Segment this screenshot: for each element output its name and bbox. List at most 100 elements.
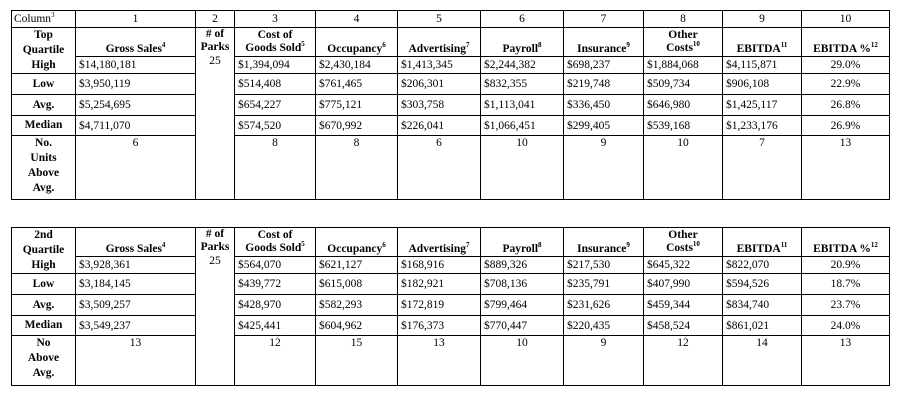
cell-cogs: $564,070 (235, 256, 316, 273)
cell-payroll: $832,355 (481, 74, 564, 95)
parks-column: # of Parks 25 (196, 28, 235, 200)
parks-count: 25 (196, 54, 234, 68)
cell-other-costs: $509,734 (644, 74, 723, 95)
insurance-header: Insurance9 (564, 28, 644, 57)
cell-ebitda-pct: 20.9% (802, 256, 890, 273)
cell-payroll: 10 (481, 136, 564, 200)
parks-count: 25 (196, 254, 234, 268)
other-costs-header: Other Costs10 (644, 28, 723, 57)
cell-ebitda: $861,021 (723, 316, 802, 336)
column-number: 1 (76, 11, 196, 28)
cell-occupancy: 15 (316, 336, 398, 386)
ebitda-header: EBITDA11 (723, 28, 802, 57)
cell-ebitda-pct: 18.7% (802, 274, 890, 295)
cell-payroll: 10 (481, 336, 564, 386)
cell-other-costs: $458,524 (644, 316, 723, 336)
table-row: Median $4,711,070 $574,520 $670,992 $226… (12, 116, 890, 136)
cell-ebitda-pct: 26.9% (802, 116, 890, 136)
cell-cogs: $514,408 (235, 74, 316, 95)
cell-gross-sales: 6 (76, 136, 196, 200)
cell-gross-sales: $5,254,695 (76, 95, 196, 116)
cell-occupancy: $615,008 (316, 274, 398, 295)
cell-ebitda-pct: 22.9% (802, 74, 890, 95)
cell-cogs: $1,394,094 (235, 56, 316, 73)
row-label: Median (12, 116, 76, 136)
cell-other-costs: $646,980 (644, 95, 723, 116)
cell-ebitda: 7 (723, 136, 802, 200)
column-number: 5 (398, 11, 481, 28)
payroll-header: Payroll8 (481, 228, 564, 257)
cell-payroll: $889,326 (481, 256, 564, 273)
cell-cogs: $439,772 (235, 274, 316, 295)
cell-advertising: $206,301 (398, 74, 481, 95)
cell-occupancy: $761,465 (316, 74, 398, 95)
cell-other-costs: $1,884,068 (644, 56, 723, 73)
cell-cogs: $654,227 (235, 95, 316, 116)
payroll-header: Payroll8 (481, 28, 564, 57)
row-label: Low (12, 74, 76, 95)
cell-other-costs: $459,344 (644, 295, 723, 316)
cell-ebitda-pct: 26.8% (802, 95, 890, 116)
cogs-header: Cost of Goods Sold5 (235, 228, 316, 257)
units-above-avg-row: No. Units Above Avg. 6 8 8 6 10 9 10 7 1… (12, 136, 890, 200)
cell-occupancy: $670,992 (316, 116, 398, 136)
header-row: Top Quartile High Gross Sales4 # of Park… (12, 28, 890, 57)
row-label: Median (12, 316, 76, 336)
cell-occupancy: $604,962 (316, 316, 398, 336)
cell-ebitda: 14 (723, 336, 802, 386)
cell-advertising: $226,041 (398, 116, 481, 136)
cell-ebitda: $906,108 (723, 74, 802, 95)
cell-ebitda-pct: 29.0% (802, 56, 890, 73)
cell-insurance: $299,405 (564, 116, 644, 136)
column-number: 8 (644, 11, 723, 28)
cell-advertising: 6 (398, 136, 481, 200)
ebitda-header: EBITDA11 (723, 228, 802, 257)
cell-gross-sales: $4,711,070 (76, 116, 196, 136)
cell-ebitda: $1,233,176 (723, 116, 802, 136)
top-quartile-table: Column3 1 2 3 4 5 6 7 8 9 10 Top Quartil… (11, 10, 890, 200)
advertising-header: Advertising7 (398, 228, 481, 257)
cell-advertising: $172,819 (398, 295, 481, 316)
cell-cogs: 12 (235, 336, 316, 386)
cell-ebitda-pct: 23.7% (802, 295, 890, 316)
cell-ebitda: $822,070 (723, 256, 802, 273)
cell-other-costs: $539,168 (644, 116, 723, 136)
cell-gross-sales: $3,549,237 (76, 316, 196, 336)
column-label-cell: Column3 (12, 11, 76, 28)
table-row: Low $3,184,145 $439,772 $615,008 $182,92… (12, 274, 890, 295)
table-row: $3,928,361 $564,070 $621,127 $168,916 $8… (12, 256, 890, 273)
column-number: 3 (235, 11, 316, 28)
row-label: Avg. (12, 295, 76, 316)
cell-occupancy: $2,430,184 (316, 56, 398, 73)
cell-insurance: $217,530 (564, 256, 644, 273)
cell-cogs: 8 (235, 136, 316, 200)
cell-occupancy: $621,127 (316, 256, 398, 273)
cell-other-costs: 10 (644, 136, 723, 200)
units-above-avg-row: No Above Avg. 13 12 15 13 10 9 12 14 13 (12, 336, 890, 386)
cell-insurance: $220,435 (564, 316, 644, 336)
cell-advertising: $168,916 (398, 256, 481, 273)
cell-gross-sales: $3,509,257 (76, 295, 196, 316)
cell-gross-sales: $3,950,119 (76, 74, 196, 95)
cell-payroll: $708,136 (481, 274, 564, 295)
cell-occupancy: $582,293 (316, 295, 398, 316)
cell-advertising: 13 (398, 336, 481, 386)
gross-sales-header: Gross Sales4 (76, 228, 196, 257)
ebitda-pct-header: EBITDA %12 (802, 28, 890, 57)
table-row: Avg. $5,254,695 $654,227 $775,121 $303,7… (12, 95, 890, 116)
cell-ebitda: $4,115,871 (723, 56, 802, 73)
quartile-label: 2nd Quartile High (12, 228, 76, 274)
column-number: 7 (564, 11, 644, 28)
cell-ebitda-pct: 24.0% (802, 316, 890, 336)
cell-other-costs: $645,322 (644, 256, 723, 273)
cell-advertising: $176,373 (398, 316, 481, 336)
header-row: 2nd Quartile High Gross Sales4 # of Park… (12, 228, 890, 257)
cell-insurance: 9 (564, 336, 644, 386)
cell-payroll: $770,447 (481, 316, 564, 336)
cell-insurance: $235,791 (564, 274, 644, 295)
cell-ebitda: $1,425,117 (723, 95, 802, 116)
column-number: 6 (481, 11, 564, 28)
cell-occupancy: 8 (316, 136, 398, 200)
column-number: 4 (316, 11, 398, 28)
ebitda-pct-header: EBITDA %12 (802, 228, 890, 257)
